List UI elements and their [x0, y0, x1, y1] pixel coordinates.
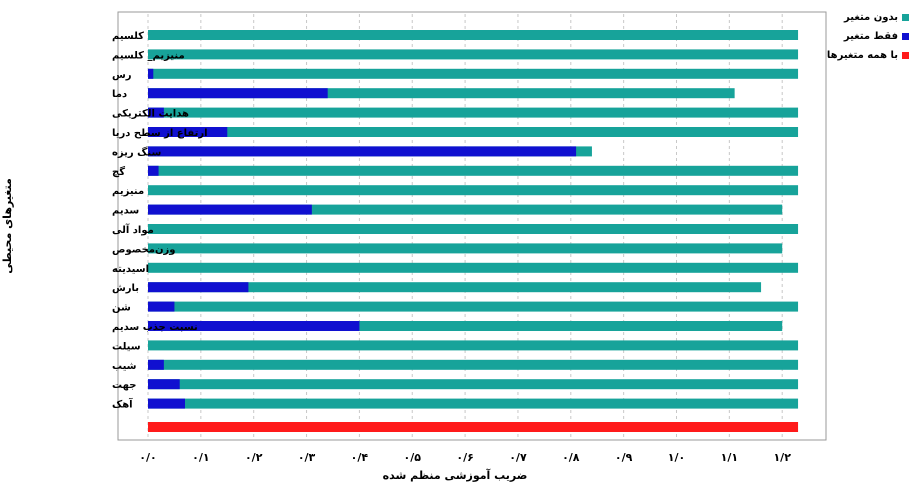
x-tick-labels: ۰/۰ ۰/۱ ۰/۲ ۰/۳ ۰/۴ ۰/۵ ۰/۶ ۰/۷ ۰/۸ ۰/۹ ۱/۰ ۱/۱ ۱/۲: [139, 451, 791, 464]
legend-swatch-teal: [902, 14, 909, 21]
bar-only-variable: [148, 321, 360, 331]
x-tick-label: ۰/۳: [298, 451, 316, 464]
legend-swatch-red: [902, 52, 909, 59]
legend-item-without-variable: بدون متغیر: [831, 8, 909, 27]
y-tick-label: هدایت الکتریکی: [112, 109, 189, 120]
bar-without-variable: [148, 243, 783, 254]
x-tick-label: ۰/۸: [562, 451, 580, 464]
y-tick-label: مواد آلی: [112, 223, 154, 236]
x-tick-label: ۰/۴: [351, 451, 369, 464]
bar-all-variables: [148, 422, 799, 432]
y-tick-label: ارتفاع از سطح دریا: [112, 128, 208, 139]
bar-without-variable: [148, 359, 799, 370]
bar-without-variable: [148, 301, 799, 312]
bar-without-variable: [148, 68, 799, 79]
legend-label: بدون متغیر: [844, 12, 898, 23]
y-tick-label: منیزیم_ کلسیم: [112, 50, 185, 61]
bar-only-variable: [148, 127, 228, 137]
bar-only-variable: [148, 359, 164, 370]
x-tick-label: ۰/۱: [192, 451, 209, 464]
bar-without-variable: [148, 107, 799, 118]
bar-without-variable: [148, 30, 799, 40]
bar-without-variable: [148, 321, 783, 331]
legend-item-all-variables: با همه متغیرها: [827, 46, 909, 65]
bar-without-variable: [148, 204, 783, 215]
y-tick-label: رس: [112, 70, 132, 81]
bars: [148, 30, 799, 432]
x-tick-label: ۱/۰: [668, 451, 685, 464]
x-tick-label: ۰/۷: [509, 451, 527, 464]
bar-only-variable: [148, 88, 328, 99]
bar-without-variable: [148, 340, 799, 351]
x-tick-label: ۱/۲: [773, 451, 791, 464]
bar-without-variable: [148, 185, 799, 196]
bar-only-variable: [148, 282, 249, 293]
bar-without-variable: [148, 262, 799, 273]
bar-only-variable: [148, 107, 164, 118]
y-tick-label: نسبت جذب سدیم: [112, 322, 198, 333]
y-tick-label: دما: [112, 89, 127, 100]
y-tick-label: سیلت: [112, 341, 141, 352]
bar-only-variable: [148, 204, 312, 215]
y-tick-label: گچ: [112, 165, 125, 178]
x-tick-label: ۱/۱: [721, 451, 738, 464]
bar-only-variable: [148, 146, 577, 157]
y-tick-label: اسیدیته: [112, 264, 149, 275]
legend-item-only-variable: فقط متغیر: [831, 27, 909, 46]
y-tick-label: بارش: [112, 283, 139, 294]
x-tick-label: ۰/۰: [139, 451, 156, 464]
bar-only-variable: [148, 379, 180, 390]
legend-label: فقط متغیر: [843, 31, 898, 42]
legend-label: با همه متغیرها: [826, 50, 898, 61]
y-tick-label: جهت: [112, 380, 136, 391]
y-tick-label: منیزیم: [112, 186, 144, 197]
legend-swatch-blue: [902, 33, 909, 40]
y-tick-labels: کلسیم منیزیم_ کلسیم رس دما هدایت الکتریکی ارت…: [112, 31, 208, 411]
bar-only-variable: [148, 301, 175, 312]
y-tick-label: وزن‌مخصوص: [112, 244, 175, 255]
y-tick-label: سنگ ریزه: [112, 146, 161, 158]
y-axis-title: متغیرهای محیطی: [1, 178, 14, 274]
bar-without-variable: [148, 49, 799, 60]
bar-without-variable: [148, 224, 799, 234]
y-tick-label: شیب: [112, 361, 137, 372]
y-tick-label: شن: [112, 303, 131, 314]
y-tick-label: آهک: [112, 398, 133, 411]
x-tick-label: ۰/۵: [404, 451, 422, 464]
bar-without-variable: [148, 88, 735, 99]
x-tick-label: ۰/۶: [456, 451, 473, 464]
bar-without-variable: [148, 127, 799, 137]
y-tick-label: کلسیم: [112, 31, 144, 42]
bar-without-variable: [148, 282, 762, 293]
bar-without-variable: [148, 165, 799, 176]
x-tick-label: ۰/۲: [245, 451, 263, 464]
bar-without-variable: [148, 398, 799, 409]
x-tick-label: ۰/۹: [615, 451, 633, 464]
x-axis-title: ضریب آموزشی منظم شده: [383, 468, 528, 482]
bar-only-variable: [148, 165, 159, 176]
bar-without-variable: [148, 379, 799, 390]
legend: بدون متغیر فقط متغیر با همه متغیرها: [827, 8, 909, 65]
y-tick-label: سدیم: [112, 206, 139, 217]
bar-only-variable: [148, 398, 185, 409]
bar-only-variable: [148, 68, 154, 79]
